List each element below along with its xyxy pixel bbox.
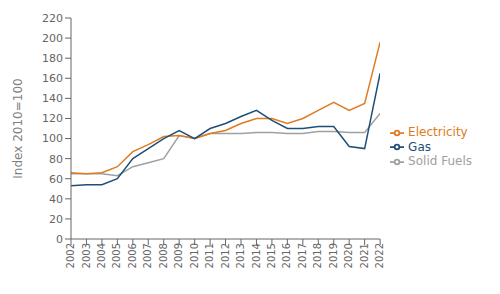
svg-text:2008: 2008: [158, 243, 169, 268]
svg-text:20: 20: [49, 213, 63, 226]
svg-text:0: 0: [56, 233, 63, 246]
svg-text:Index 2010=100: Index 2010=100: [11, 78, 25, 178]
svg-text:2021: 2021: [359, 243, 370, 268]
svg-text:2007: 2007: [142, 243, 153, 268]
svg-text:2002: 2002: [65, 243, 76, 268]
svg-text:40: 40: [49, 193, 63, 206]
svg-text:220: 220: [42, 12, 63, 25]
svg-text:2018: 2018: [312, 243, 323, 268]
svg-text:2003: 2003: [81, 243, 92, 268]
svg-text:120: 120: [42, 112, 63, 125]
svg-text:2014: 2014: [251, 243, 262, 268]
svg-text:2019: 2019: [328, 243, 339, 268]
html-text:Gas: Gas: [408, 139, 431, 154]
svg-text:2013: 2013: [235, 243, 246, 268]
svg-text:200: 200: [42, 32, 63, 45]
svg-text:80: 80: [49, 153, 63, 166]
svg-text:2005: 2005: [111, 243, 122, 268]
html-text:Solid Fuels: Solid Fuels: [408, 154, 472, 169]
svg-text:2017: 2017: [297, 243, 308, 268]
svg-text:140: 140: [42, 92, 63, 105]
svg-text:100: 100: [42, 132, 63, 145]
html-text:Electricity: Electricity: [408, 125, 468, 140]
svg-text:2022: 2022: [374, 243, 385, 268]
svg-text:2004: 2004: [96, 243, 107, 268]
svg-text:2015: 2015: [266, 243, 277, 268]
svg-text:2010: 2010: [189, 243, 200, 268]
svg-text:2009: 2009: [173, 243, 184, 268]
svg-text:2016: 2016: [281, 243, 292, 268]
svg-text:60: 60: [49, 173, 63, 186]
svg-text:2020: 2020: [343, 243, 354, 268]
svg-text:2012: 2012: [220, 243, 231, 268]
svg-text:2011: 2011: [204, 243, 215, 268]
svg-text:2006: 2006: [127, 243, 138, 268]
svg-text:180: 180: [42, 52, 63, 65]
svg-text:160: 160: [42, 72, 63, 85]
